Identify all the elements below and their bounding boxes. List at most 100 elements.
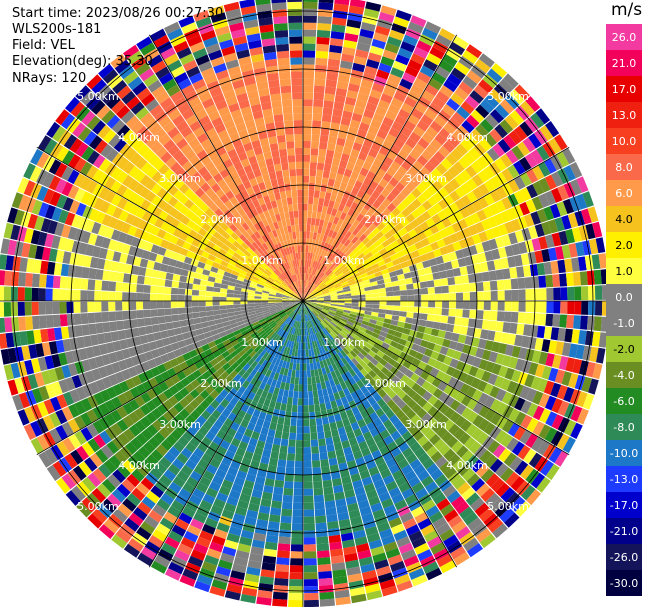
velocity-gate	[331, 355, 338, 363]
velocity-gate	[325, 401, 332, 410]
velocity-gate	[45, 275, 54, 288]
velocity-gate	[414, 352, 424, 361]
velocity-gate	[314, 239, 319, 248]
velocity-gate	[452, 350, 462, 361]
velocity-gate	[310, 312, 316, 319]
velocity-gate	[173, 327, 182, 336]
velocity-gate	[268, 320, 275, 326]
velocity-gate	[326, 270, 333, 277]
velocity-gate	[407, 295, 415, 301]
velocity-gate	[116, 272, 125, 283]
velocity-gate	[266, 318, 274, 324]
velocity-gate	[360, 323, 368, 330]
velocity-gate	[356, 284, 365, 290]
velocity-gate	[263, 325, 271, 332]
velocity-gate	[253, 424, 263, 434]
velocity-gate	[283, 346, 288, 354]
velocity-gate	[345, 394, 354, 403]
velocity-gate	[478, 418, 490, 432]
velocity-gate	[59, 289, 67, 301]
velocity-gate	[348, 316, 356, 321]
velocity-gate	[298, 335, 302, 343]
velocity-gate	[205, 291, 213, 297]
velocity-gate	[382, 384, 392, 394]
velocity-gate	[415, 331, 424, 340]
velocity-gate	[285, 317, 291, 324]
velocity-gate	[122, 402, 134, 415]
velocity-gate	[185, 282, 193, 290]
velocity-gate	[513, 190, 526, 204]
velocity-gate	[242, 332, 251, 339]
velocity-gate	[312, 310, 319, 316]
velocity-gate	[385, 457, 397, 469]
velocity-gate	[526, 489, 541, 506]
velocity-gate	[312, 319, 317, 326]
velocity-gate	[350, 286, 358, 291]
velocity-gate	[273, 486, 284, 495]
velocity-gate	[337, 301, 345, 303]
velocity-gate	[308, 281, 312, 289]
velocity-gate	[313, 225, 319, 233]
velocity-gate	[526, 184, 538, 199]
velocity-gate	[455, 342, 465, 352]
velocity-gate	[121, 369, 132, 381]
velocity-gate	[443, 122, 457, 135]
velocity-gate	[309, 296, 317, 299]
velocity-gate	[230, 437, 241, 448]
velocity-gate	[349, 119, 361, 129]
velocity-gate	[338, 342, 345, 350]
velocity-gate	[313, 99, 324, 108]
velocity-gate	[319, 591, 335, 600]
velocity-gate	[446, 436, 459, 449]
velocity-gate	[345, 184, 354, 193]
velocity-gate	[468, 224, 479, 236]
velocity-gate	[87, 279, 96, 291]
velocity-gate	[159, 456, 172, 469]
velocity-gate	[316, 536, 329, 545]
velocity-gate	[495, 353, 505, 365]
velocity-gate	[520, 172, 532, 187]
velocity-gate	[290, 303, 297, 307]
velocity-gate	[239, 493, 251, 503]
velocity-gate	[327, 341, 334, 350]
velocity-gate	[307, 306, 312, 313]
velocity-gate	[327, 285, 335, 290]
velocity-gate	[256, 338, 264, 346]
velocity-gate	[397, 165, 408, 177]
velocity-gate	[341, 228, 349, 237]
velocity-gate	[290, 303, 297, 308]
velocity-gate	[303, 22, 317, 30]
velocity-gate	[280, 515, 292, 524]
velocity-gate	[327, 324, 334, 331]
velocity-gate	[361, 276, 370, 282]
velocity-gate	[395, 54, 410, 66]
velocity-gate	[151, 324, 160, 333]
velocity-gate	[92, 468, 107, 483]
velocity-gate	[237, 385, 247, 395]
velocity-gate	[325, 334, 332, 342]
velocity-gate	[378, 62, 392, 74]
velocity-gate	[167, 463, 181, 476]
velocity-gate	[326, 185, 334, 194]
velocity-gate	[372, 393, 382, 403]
velocity-gate	[318, 0, 334, 4]
velocity-gate	[80, 301, 88, 313]
velocity-gate	[322, 308, 329, 313]
velocity-gate	[330, 302, 338, 305]
velocity-gate	[449, 178, 461, 190]
velocity-gate	[116, 419, 129, 432]
velocity-gate	[389, 414, 400, 425]
velocity-gate	[305, 349, 309, 357]
velocity-gate	[237, 499, 249, 510]
velocity-gate	[265, 435, 275, 444]
velocity-gate	[581, 286, 589, 300]
velocity-gate	[343, 103, 355, 113]
velocity-gate	[566, 314, 575, 329]
velocity-gate	[248, 329, 257, 336]
velocity-gate	[237, 376, 246, 386]
velocity-gate	[360, 447, 371, 457]
velocity-gate	[536, 208, 548, 223]
velocity-gate	[303, 299, 310, 301]
velocity-gate	[501, 168, 514, 182]
velocity-gate	[367, 396, 377, 406]
